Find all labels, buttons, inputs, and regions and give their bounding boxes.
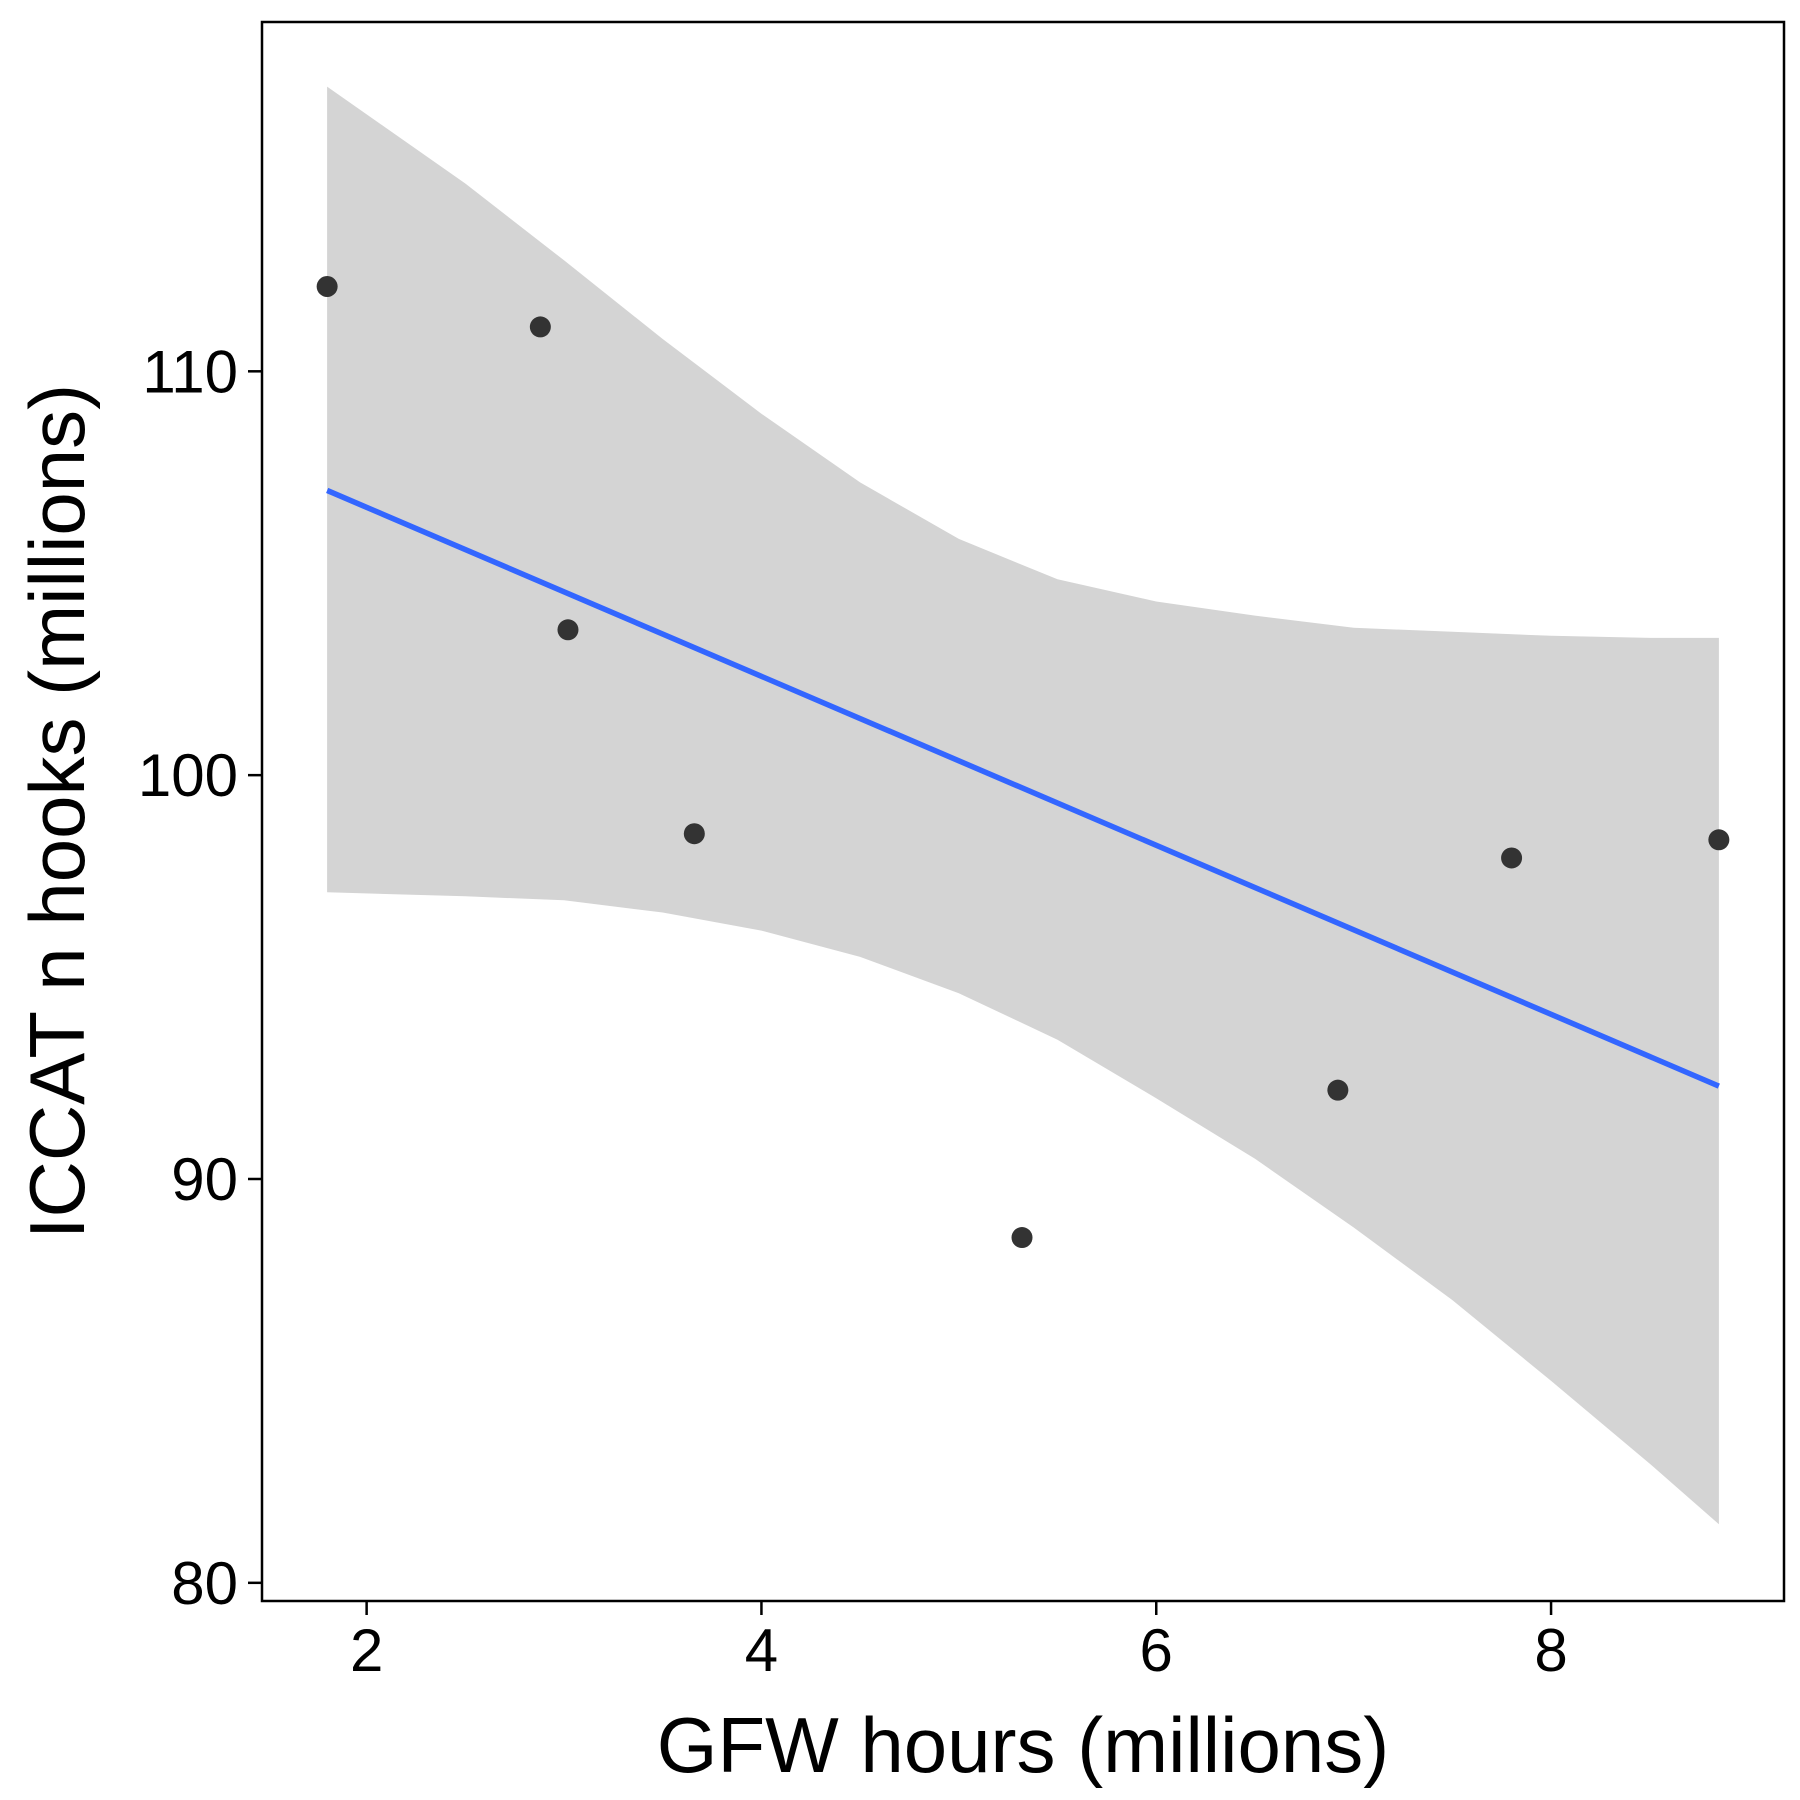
data-point — [1327, 1079, 1349, 1101]
regression-line — [326, 487, 1720, 1089]
y-tick-label: 110 — [142, 338, 238, 405]
y-tick-label: 80 — [171, 1550, 238, 1617]
data-point — [557, 619, 579, 641]
y-tick-label: 100 — [138, 742, 238, 809]
plot-panel-border — [260, 20, 1786, 1603]
data-point — [316, 276, 338, 298]
x-tick-label: 6 — [1140, 1617, 1173, 1684]
data-point — [1501, 847, 1523, 869]
data-point — [1708, 829, 1730, 851]
x-tick-label: 8 — [1534, 1617, 1567, 1684]
y-axis-title: ICCAT n hooks (millions) — [13, 384, 101, 1239]
data-point — [1011, 1227, 1033, 1249]
data-point — [529, 316, 551, 338]
x-tick-label: 2 — [350, 1617, 383, 1684]
y-tick-label: 90 — [171, 1146, 238, 1213]
x-tick-label: 4 — [745, 1617, 778, 1684]
confidence-band — [327, 86, 1719, 1525]
data-point — [683, 823, 705, 845]
x-axis-title: GFW hours (millions) — [657, 1701, 1389, 1789]
